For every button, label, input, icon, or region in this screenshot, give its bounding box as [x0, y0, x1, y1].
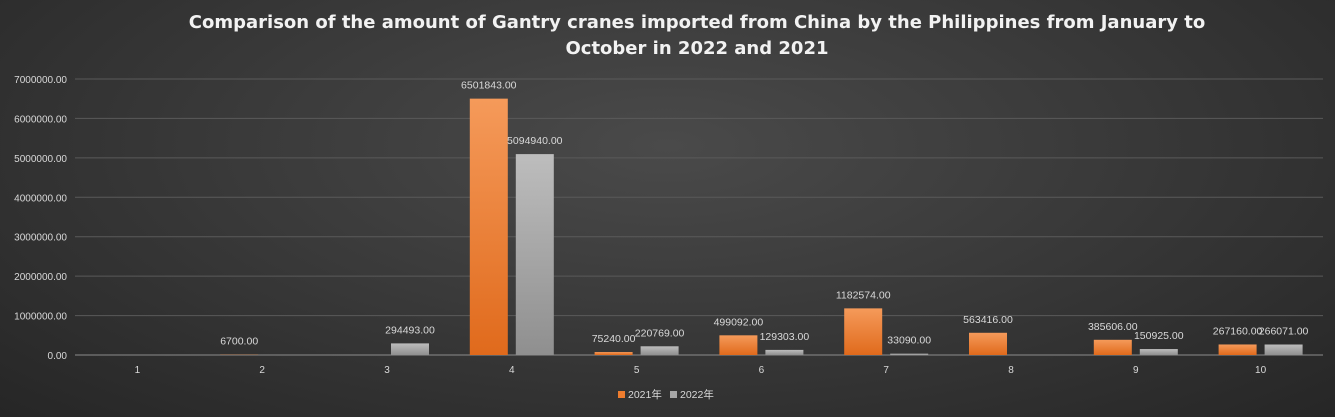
bar-2022	[640, 346, 679, 355]
bars: 6700.00 294493.00 6501843.00 5094940.00 7524…	[220, 80, 1309, 356]
data-label: 220769.00	[635, 327, 685, 339]
y-tick-label: 5000000.00	[14, 154, 67, 165]
bar-2022	[765, 349, 804, 355]
bar-2022	[1264, 344, 1303, 355]
x-tick-label: 2	[259, 365, 265, 376]
data-label: 563416.00	[963, 314, 1013, 326]
bar-2021	[594, 352, 633, 355]
y-tick-label: 0.00	[48, 351, 68, 362]
y-tick-label: 6000000.00	[14, 114, 67, 125]
legend-label: 2021年	[628, 388, 662, 401]
y-tick-label: 1000000.00	[14, 312, 67, 323]
x-tick-label: 9	[1133, 365, 1139, 376]
data-label: 266071.00	[1259, 326, 1309, 338]
data-label: 5094940.00	[507, 135, 563, 147]
data-label: 1182574.00	[836, 289, 891, 301]
x-tick-label: 3	[384, 365, 390, 376]
bar-2021	[844, 308, 883, 355]
data-label: 267160.00	[1213, 325, 1263, 337]
y-tick-label: 3000000.00	[14, 233, 67, 244]
x-tick-label: 7	[883, 365, 889, 376]
data-label: 150925.00	[1134, 330, 1184, 342]
x-axis: 1 2 3 4 5 6 7 8 9 10	[135, 365, 1267, 376]
y-tick-label: 4000000.00	[14, 193, 67, 204]
data-label: 6700.00	[220, 336, 258, 348]
legend-swatch	[670, 391, 677, 398]
x-tick-label: 6	[759, 365, 765, 376]
x-tick-label: 5	[634, 365, 640, 376]
y-tick-label: 7000000.00	[14, 75, 67, 86]
bar-2021	[1093, 339, 1132, 355]
bar-2022	[515, 154, 554, 355]
x-tick-label: 8	[1008, 365, 1014, 376]
x-tick-label: 4	[509, 365, 515, 376]
grid-lines	[75, 78, 1323, 356]
data-label: 129303.00	[760, 331, 810, 343]
x-tick-label: 10	[1255, 365, 1267, 376]
bar-2021	[1218, 344, 1257, 355]
data-label: 75240.00	[592, 333, 636, 345]
legend: 2021年 2022年	[618, 388, 714, 401]
data-label: 33090.00	[887, 335, 931, 347]
y-tick-label: 2000000.00	[14, 272, 67, 283]
bar-2022	[391, 343, 429, 355]
chart-title-line-1: Comparison of the amount of Gantry crane…	[189, 12, 1205, 33]
data-label: 385606.00	[1088, 321, 1138, 333]
bar-2021	[469, 98, 508, 356]
legend-swatch	[618, 391, 625, 398]
legend-label: 2022年	[680, 388, 714, 401]
data-label: 6501843.00	[461, 80, 517, 92]
data-label: 294493.00	[385, 324, 435, 336]
y-axis: 0.00 1000000.00 2000000.00 3000000.00 400000…	[14, 75, 67, 362]
bar-2021	[719, 335, 758, 355]
data-label: 499092.00	[714, 316, 764, 328]
chart-title-line-2: October in 2022 and 2021	[565, 38, 828, 59]
bar-2021	[969, 332, 1007, 355]
bar-2022	[890, 353, 929, 355]
x-tick-label: 1	[135, 365, 141, 376]
bar-2022	[1139, 349, 1178, 355]
